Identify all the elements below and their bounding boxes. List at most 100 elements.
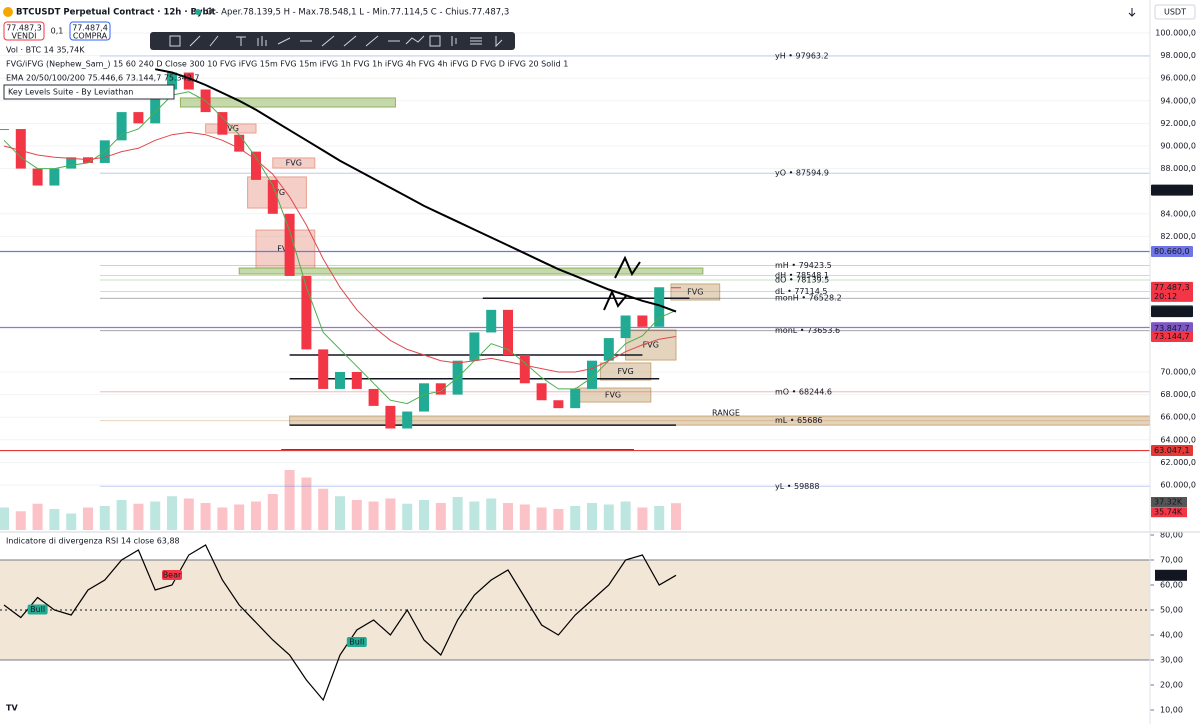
- countdown: 20:12: [1154, 292, 1177, 301]
- key-level-label: mL • 65686: [775, 416, 823, 425]
- volume-tag: [1151, 507, 1187, 518]
- buy-button[interactable]: [69, 21, 111, 41]
- panes: 100.000,0 98.000,0 96.000,0 94.000,0 92.000,…: [0, 28, 1196, 715]
- rsi-last-tag: [1155, 569, 1187, 581]
- candle: [267, 179, 278, 214]
- volume-bar: [469, 501, 480, 530]
- y-tick-label: 64.000,0: [1160, 435, 1196, 444]
- volume-bar: [200, 503, 211, 530]
- volume-bar: [83, 507, 93, 530]
- divergence-label: Bull: [30, 605, 45, 614]
- divergence-label: Bull: [349, 638, 364, 647]
- candle: [32, 168, 43, 186]
- volume-bar: [32, 503, 43, 530]
- volume-bar: [402, 503, 413, 530]
- candle: [335, 371, 345, 389]
- rsi-tick-label: 30,00: [1160, 656, 1183, 665]
- volume-bar: [671, 503, 681, 530]
- volume-bar: [49, 509, 60, 530]
- download-icon[interactable]: [1128, 8, 1136, 17]
- volume-bar: [66, 513, 77, 530]
- volume-bar: [486, 498, 497, 530]
- tv-logo: TV: [6, 704, 18, 713]
- volume-bar: [99, 506, 110, 530]
- volume-bar: [553, 509, 564, 530]
- fvg-label: FVG: [223, 124, 239, 133]
- volume-bar: [267, 494, 278, 530]
- y-tick-label: 60.000,0: [1160, 480, 1196, 489]
- volume-bar: [519, 504, 530, 530]
- volume-bar: [150, 501, 161, 530]
- candle: [671, 287, 681, 289]
- volume-bar: [587, 503, 597, 530]
- y-tick-label: 82.000,0: [1160, 232, 1196, 241]
- price-tag-label: 75.342,7: [1154, 307, 1190, 316]
- divergence-badge: [162, 570, 182, 580]
- ema-indicator: EMA 20/50/100/200 75.446,6 73.144,7 75.3…: [6, 74, 199, 83]
- volume-bar: [620, 501, 631, 530]
- candle: [0, 129, 9, 131]
- key-level-label: yL • 59888: [775, 482, 819, 491]
- volume-bar: [603, 504, 614, 530]
- rsi-title: Indicatore di divergenza RSI 14 close 63…: [6, 537, 180, 546]
- volume-bar: [0, 507, 9, 530]
- fvg-box: [238, 267, 704, 275]
- drawing-toolbar[interactable]: [150, 32, 515, 50]
- divergence-badge: [27, 604, 48, 615]
- price-tag: [1151, 281, 1193, 302]
- volume-bar: [351, 500, 362, 530]
- symbol-title: BTCUSDT Perpetual Contract · 12h · Bybit: [16, 8, 216, 18]
- volume-bar: [234, 504, 245, 530]
- price-tag: [1151, 306, 1193, 318]
- rsi-tick-label: 10,00: [1160, 706, 1183, 715]
- ohlc: O - Aper.78.139,5 H - Max.78.548,1 L - M…: [206, 8, 509, 18]
- candle: [234, 134, 245, 152]
- currency: USDT: [1164, 8, 1186, 17]
- candle: [217, 112, 228, 135]
- price-tag: [1151, 445, 1193, 457]
- volume-bar: [167, 496, 177, 530]
- fvg-label: FVG: [605, 391, 621, 400]
- price-tag-label: 77.487,3: [1154, 283, 1190, 292]
- candle: [553, 400, 564, 409]
- key-levels-box[interactable]: [3, 84, 175, 100]
- candle: [318, 349, 329, 389]
- candle: [519, 355, 530, 384]
- volume-bar: [301, 477, 312, 530]
- volume-bar: [217, 507, 228, 530]
- volume-bar: [183, 498, 194, 530]
- candle: [83, 157, 93, 163]
- candle: [503, 309, 513, 356]
- y-tick-label: 100.000,0: [1155, 28, 1196, 37]
- currency-button[interactable]: [1154, 4, 1196, 20]
- candle: [301, 275, 312, 350]
- candle: [49, 168, 60, 186]
- rsi-tick-label: 40,00: [1160, 631, 1183, 640]
- volume-tag-label: 37.32K: [1154, 498, 1183, 507]
- candle: [183, 72, 194, 90]
- y-tick-label: 68.000,0: [1160, 390, 1196, 399]
- key-level-label: monH • 76528.2: [775, 294, 842, 303]
- key-level-label: monL • 73653.6: [775, 326, 840, 335]
- fvg-label: FVG: [687, 287, 703, 296]
- volume-bar: [133, 503, 144, 530]
- key-level-label: dH • 78548.1: [775, 271, 829, 280]
- volume-bar: [452, 497, 463, 530]
- sell-button[interactable]: [3, 21, 45, 41]
- volume-bar: [368, 501, 379, 530]
- y-tick-label: 62.000,0: [1160, 458, 1196, 467]
- candle: [654, 287, 665, 327]
- fvg-label: FVG: [643, 340, 659, 349]
- price-tag-label: 80.660,0: [1154, 247, 1190, 256]
- status-dot: [195, 9, 201, 15]
- rsi-tick-label: 60,00: [1160, 581, 1183, 590]
- fvg-box: [670, 283, 721, 301]
- volume-bar: [251, 501, 261, 530]
- candle: [486, 309, 497, 333]
- volume-bar: [435, 503, 446, 530]
- y-tick-label: 84.000,0: [1160, 209, 1196, 218]
- volume-bar: [385, 498, 396, 530]
- fvg-label: FVG: [617, 367, 633, 376]
- fvg-box: [205, 123, 257, 134]
- candle: [587, 360, 597, 389]
